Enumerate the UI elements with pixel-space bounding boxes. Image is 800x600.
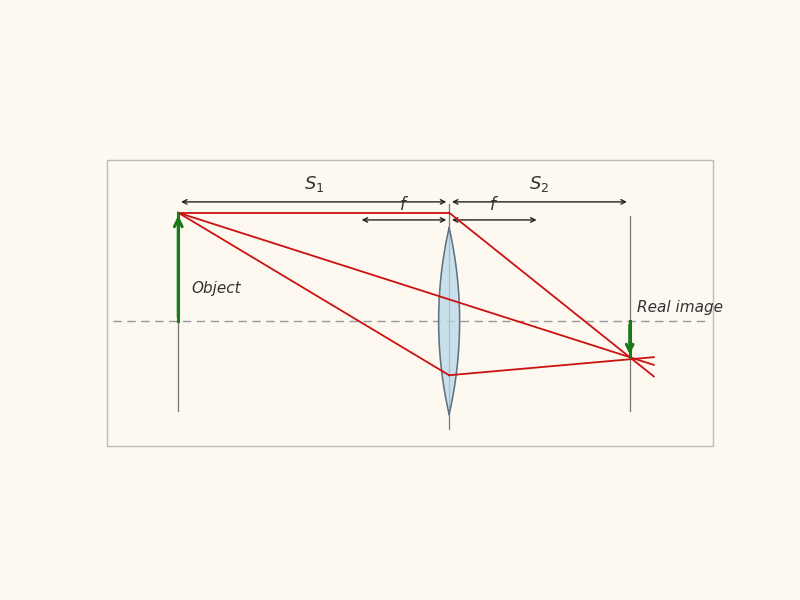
Text: Real image: Real image	[637, 300, 723, 315]
Text: $S_2$: $S_2$	[530, 174, 550, 194]
Text: $f$: $f$	[490, 196, 499, 214]
Text: $S_1$: $S_1$	[303, 174, 324, 194]
Text: $f$: $f$	[399, 196, 409, 214]
Text: Object: Object	[191, 281, 241, 296]
Polygon shape	[438, 228, 460, 415]
